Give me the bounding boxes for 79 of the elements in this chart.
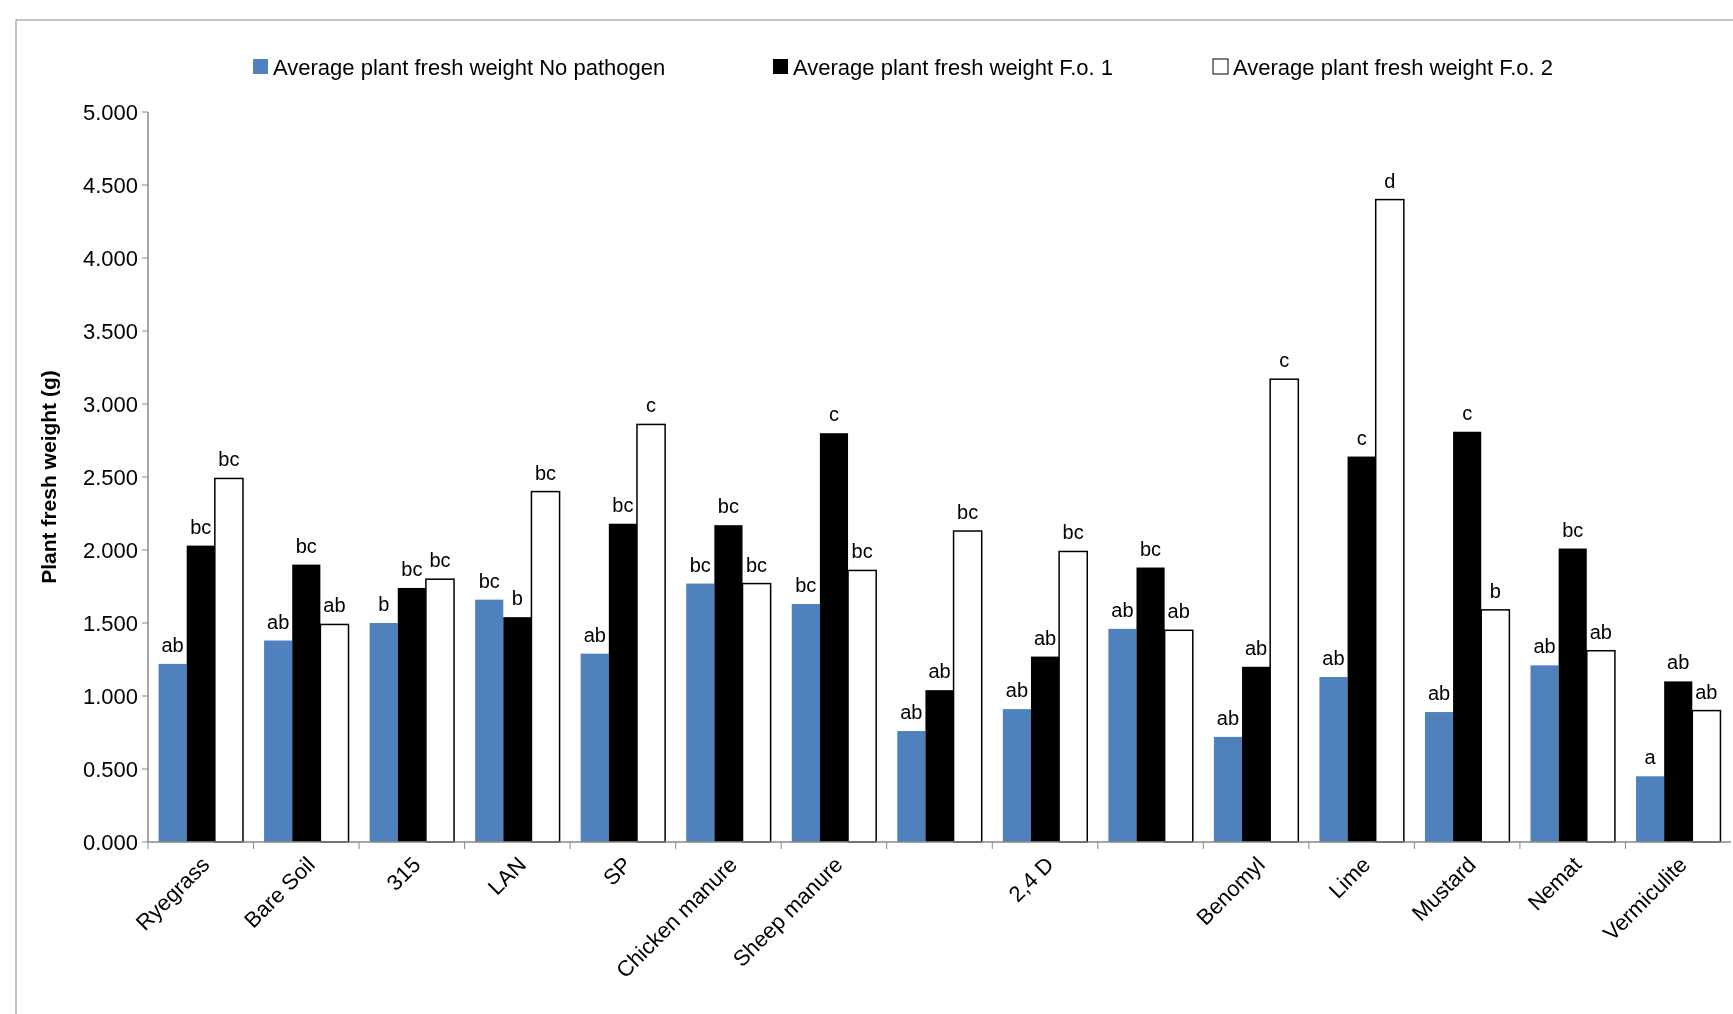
bar (1213, 736, 1243, 842)
bar (264, 640, 293, 842)
data-label: bc (190, 515, 212, 538)
data-label: c (1462, 401, 1473, 424)
data-label: ab (928, 660, 951, 683)
data-label: bc (295, 534, 317, 557)
legend-label: Average plant fresh weight F.o. 2 (1233, 54, 1554, 80)
data-label: c (828, 403, 839, 426)
bar (1636, 776, 1665, 842)
data-label: bc (1562, 518, 1584, 541)
y-tick-label: 4.500 (82, 172, 138, 198)
data-label: bc (534, 461, 557, 484)
data-label: ab (583, 623, 606, 646)
y-tick-label: 2.500 (82, 464, 138, 490)
bar (1424, 712, 1454, 842)
data-label: ab (1322, 647, 1345, 670)
data-label: bc (851, 540, 873, 563)
bar (580, 653, 609, 842)
data-label: c (1279, 349, 1290, 372)
bar (1002, 709, 1031, 842)
bar (1108, 628, 1137, 842)
bar (158, 663, 187, 842)
data-label: ab (1033, 626, 1057, 649)
data-label: ab (1427, 682, 1451, 705)
bar (686, 583, 715, 842)
legend-label: Average plant fresh weight F.o. 1 (793, 54, 1114, 80)
data-label: bc (1062, 521, 1084, 544)
x-tick-label: 2,4 D (1003, 851, 1059, 907)
data-label: ab (1244, 636, 1268, 659)
x-tick-label: 315 (381, 851, 426, 896)
data-label: bc (429, 549, 451, 572)
y-tick-label: 4.000 (82, 245, 138, 271)
data-label: bc (717, 495, 739, 518)
y-tick-label: 5.000 (82, 99, 138, 125)
data-label: a (1644, 746, 1657, 769)
data-label: ab (1667, 651, 1690, 674)
data-label: bc (795, 574, 817, 597)
bar (791, 604, 820, 842)
y-tick-label: 0.500 (82, 756, 138, 782)
data-label: b (511, 587, 523, 610)
data-label: b (378, 593, 390, 615)
y-tick-label: 3.500 (82, 318, 138, 344)
data-label: bc (957, 501, 979, 524)
data-label: bc (401, 557, 423, 580)
data-label: ab (1533, 635, 1556, 658)
x-tick-label: SP (598, 851, 637, 891)
data-label: c (646, 394, 657, 417)
data-label: bc (1140, 537, 1162, 560)
x-tick-label: Bare Soil (239, 851, 320, 933)
y-tick-label: 1.500 (82, 610, 138, 636)
data-label: bc (689, 553, 711, 576)
y-tick-label: 2.000 (82, 537, 138, 563)
data-label: ab (900, 701, 923, 724)
bar (369, 623, 398, 842)
data-label: ab (1167, 600, 1190, 623)
data-label: ab (1216, 706, 1240, 729)
data-label: ab (1111, 598, 1134, 621)
data-label: bc (746, 553, 768, 576)
bar (1319, 677, 1348, 842)
y-tick-label: 3.000 (82, 391, 138, 417)
y-axis-title: Plant fresh weight (g) (37, 370, 60, 584)
data-label: ab (161, 633, 184, 656)
y-tick-label: 0.000 (82, 829, 138, 855)
data-label: ab (1005, 679, 1029, 702)
bar (897, 731, 926, 842)
data-label: d (1384, 169, 1396, 192)
data-label: bc (218, 448, 240, 471)
data-label: ab (1589, 620, 1612, 643)
bar (1530, 665, 1559, 842)
data-label: ab (323, 594, 346, 617)
data-label: ab (1695, 680, 1718, 703)
data-label: c (1356, 426, 1367, 449)
bar (475, 599, 504, 842)
y-tick-label: 1.000 (82, 683, 138, 709)
data-label: ab (267, 610, 290, 633)
data-label: bc (612, 493, 634, 516)
data-label: bc (478, 569, 500, 592)
legend-label: Average plant fresh weight No pathogen (273, 54, 666, 80)
data-label: b (1489, 579, 1501, 602)
